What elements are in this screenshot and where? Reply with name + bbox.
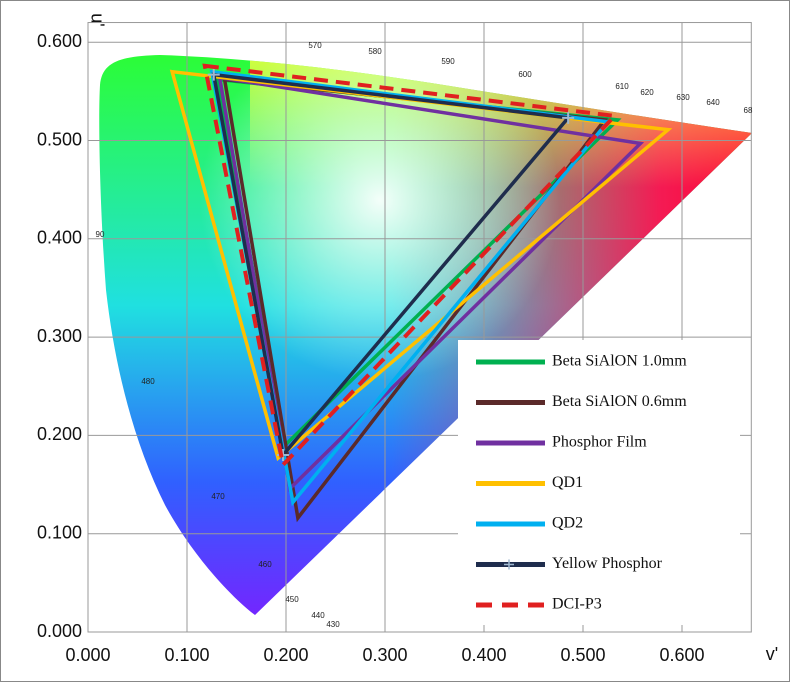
y-tick-label: 0.500	[37, 129, 82, 149]
legend-label: Beta SiAlON 0.6mm	[552, 393, 687, 410]
wavelength-label: 440	[311, 611, 325, 620]
wavelength-label: 570	[308, 41, 322, 50]
ticks: 0.000 0.100 0.200 0.300 0.400 0.500 0.600 0.000…	[37, 31, 705, 665]
gamut-line	[202, 63, 619, 470]
y-tick-label: 0.600	[37, 31, 82, 51]
x-tick-label: 0.000	[65, 645, 110, 665]
y-tick-label: 0.000	[37, 621, 82, 641]
wavelength-label: 430	[326, 620, 340, 629]
legend-marker	[504, 559, 514, 570]
point-marker	[562, 111, 575, 124]
x-tick-label: 0.500	[560, 645, 605, 665]
y-tick-label: 0.300	[37, 326, 82, 346]
gamut-line	[217, 75, 645, 493]
point-marker	[207, 68, 220, 81]
plot: 570 580 590 600 610 620 630 640 68 90 480 470 460 450…	[96, 41, 753, 629]
x-tick-label: 0.200	[263, 645, 308, 665]
wavelength-label: 460	[258, 560, 272, 569]
wavelength-label: 590	[441, 57, 455, 66]
legend-label: QD1	[552, 474, 583, 491]
wavelength-label: 630	[676, 93, 690, 102]
wavelength-label: 90	[96, 230, 105, 239]
legend-label: DCI-P3	[552, 596, 602, 613]
wavelength-label: 610	[615, 82, 629, 91]
legend: Beta SiAlON 1.0mm Beta SiAlON 0.6mm Phosph…	[476, 353, 687, 613]
legend-label: Phosphor Film	[552, 434, 647, 451]
y-axis-label: u'	[87, 13, 107, 26]
gamut-line	[211, 72, 572, 460]
wavelength-label: 470	[211, 492, 225, 501]
y-tick-label: 0.200	[37, 424, 82, 444]
wavelength-label: 68	[744, 106, 753, 115]
x-tick-label: 0.300	[362, 645, 407, 665]
x-tick-label: 0.600	[659, 645, 704, 665]
legend-label: Beta SiAlON 1.0mm	[552, 353, 687, 370]
wavelength-label: 580	[368, 47, 382, 56]
legend-label: QD2	[552, 515, 583, 532]
x-tick-label: 0.400	[461, 645, 506, 665]
y-tick-label: 0.400	[37, 228, 82, 248]
legend-label: Yellow Phosphor	[552, 555, 663, 572]
x-tick-label: 0.100	[164, 645, 209, 665]
wavelength-label: 450	[285, 595, 299, 604]
wavelength-label: 600	[518, 70, 532, 79]
wavelength-label: 480	[141, 377, 155, 386]
x-axis-label: v'	[766, 644, 778, 664]
wavelength-label: 640	[706, 98, 720, 107]
wavelength-label: 620	[640, 88, 654, 97]
y-tick-label: 0.100	[37, 522, 82, 542]
